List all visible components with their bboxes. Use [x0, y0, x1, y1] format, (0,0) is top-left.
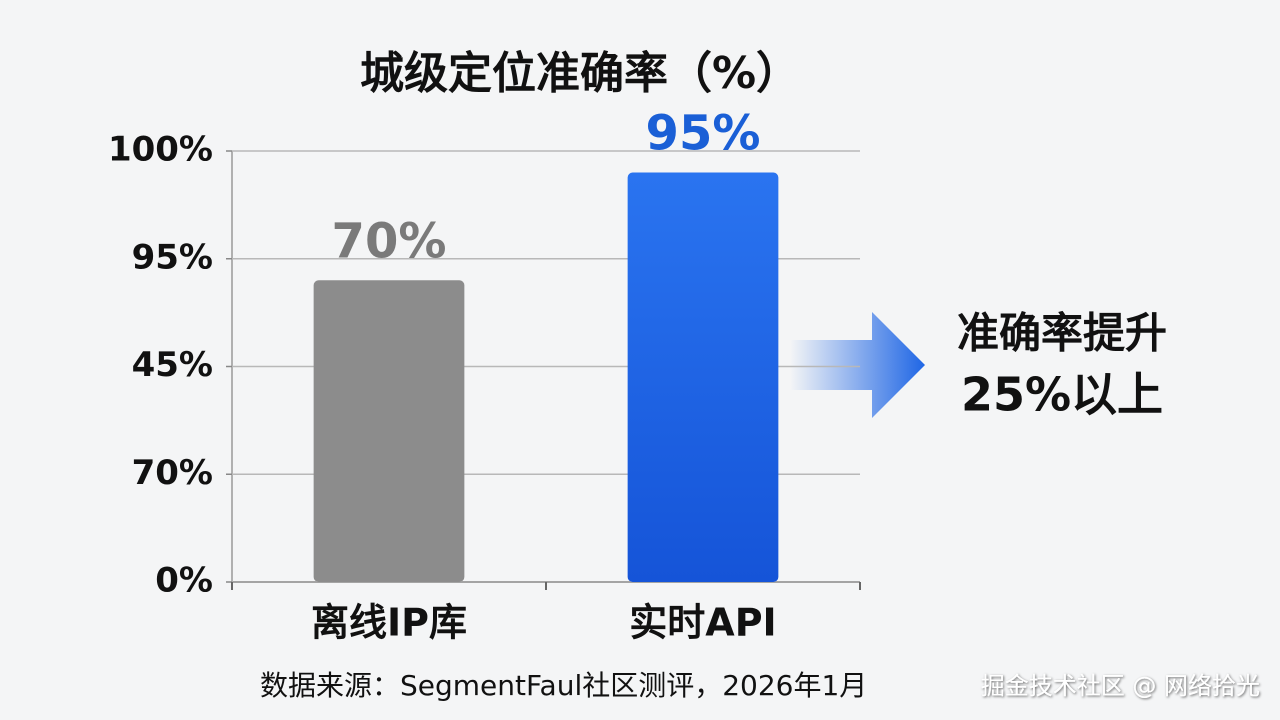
- bar: [313, 280, 465, 582]
- watermark: 掘金技术社区 @ 网络拾光: [981, 672, 1260, 700]
- annotation: 25%以上: [961, 368, 1163, 422]
- y-tick-label: 95%: [132, 237, 213, 277]
- annotation: 准确率提升: [957, 309, 1167, 358]
- chart-title: 城级定位准确率（%）: [360, 48, 800, 99]
- x-tick-label: 离线IP库: [311, 601, 467, 645]
- bar: [627, 172, 779, 583]
- value-label: 95%: [646, 106, 761, 162]
- y-tick-label: 45%: [132, 345, 213, 385]
- source-note: 数据来源：SegmentFaul社区测评，2026年1月: [260, 669, 867, 702]
- y-tick-label: 0%: [155, 561, 213, 601]
- y-tick-label: 70%: [132, 453, 213, 493]
- y-tick-label: 100%: [108, 130, 213, 170]
- x-tick-label: 实时API: [629, 601, 776, 645]
- arrow: [790, 312, 925, 418]
- value-label: 70%: [332, 213, 447, 269]
